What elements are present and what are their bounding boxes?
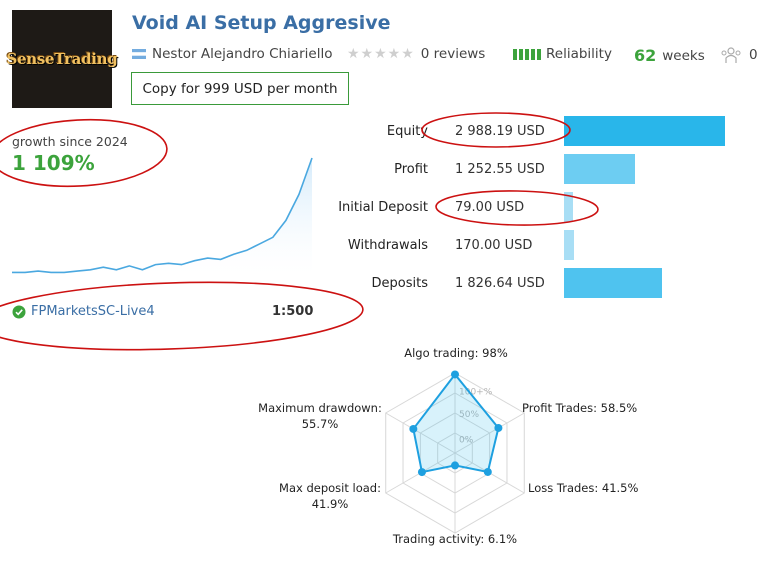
growth-area: [12, 158, 312, 275]
subscribers: 0: [720, 46, 758, 64]
radar-chart: 100+%50%0%: [380, 355, 530, 535]
radar-label-profit-trades: Profit Trades: 58.5%: [522, 401, 647, 415]
broker-info[interactable]: FPMarketsSC-Live4: [12, 304, 155, 319]
logo-text: SenseTrading: [7, 50, 118, 68]
growth-chart[interactable]: [10, 150, 316, 280]
stat-bar[interactable]: [564, 154, 635, 184]
stat-label: Withdrawals: [298, 238, 428, 253]
subscribers-count: 0: [749, 47, 758, 63]
stat-label: Equity: [298, 124, 428, 139]
stat-value: 170.00 USD: [455, 238, 532, 253]
stat-value: 1 252.55 USD: [455, 162, 545, 177]
stat-value: 1 826.64 USD: [455, 276, 545, 291]
stat-value: 2 988.19 USD: [455, 124, 545, 139]
reliability-label: Reliability: [546, 46, 612, 62]
stat-bar[interactable]: [564, 116, 725, 146]
stat-bar[interactable]: [564, 192, 573, 222]
broker-server[interactable]: FPMarketsSC-Live4: [31, 304, 155, 319]
radar-label-max-drawdown-value: 55.7%: [252, 417, 388, 431]
radar-label-max-deposit-load-title: Max deposit load:: [270, 481, 390, 495]
stat-value: 79.00 USD: [455, 200, 524, 215]
rating[interactable]: ★★★★★ 0 reviews: [347, 46, 485, 62]
subscribers-icon: [720, 46, 742, 64]
signal-title[interactable]: Void AI Setup Aggresive: [132, 12, 391, 34]
radar-point: [494, 424, 502, 432]
radar-label-algo-trading: Algo trading: 98%: [386, 346, 526, 360]
copy-signal-button[interactable]: Copy for 999 USD per month: [131, 72, 349, 105]
radar-label-max-drawdown-title: Maximum drawdown:: [252, 401, 388, 415]
stat-label: Profit: [298, 162, 428, 177]
verified-shield-icon: [12, 305, 26, 319]
author-name[interactable]: Nestor Alejandro Chiariello: [152, 46, 332, 62]
reliability: Reliability: [513, 46, 612, 62]
leverage: 1:500: [272, 304, 313, 319]
radar-point: [451, 370, 459, 378]
star-rating-icon: ★★★★★: [347, 46, 415, 62]
weeks-label: weeks: [662, 48, 705, 64]
reviews-count[interactable]: 0 reviews: [421, 46, 486, 62]
radar-label-max-drawdown: Maximum drawdown: 55.7%: [252, 401, 388, 431]
stat-bar[interactable]: [564, 230, 574, 260]
radar-point: [451, 461, 459, 469]
argentina-flag-icon: [132, 49, 146, 59]
reliability-bars-icon: [513, 48, 541, 60]
weeks-value: 62: [634, 46, 656, 65]
radar-label-trading-activity: Trading activity: 6.1%: [385, 532, 525, 546]
stat-label: Deposits: [298, 276, 428, 291]
signal-logo: SenseTrading: [12, 10, 112, 108]
radar-label-max-deposit-load: Max deposit load: 41.9%: [270, 481, 390, 511]
radar-label-loss-trades: Loss Trades: 41.5%: [528, 481, 643, 495]
stat-label: Initial Deposit: [298, 200, 428, 215]
growth-label: growth since 2024: [12, 134, 128, 149]
author-line[interactable]: Nestor Alejandro Chiariello: [132, 46, 332, 62]
weeks: 62 weeks: [634, 46, 705, 65]
copy-signal-label: Copy for 999 USD per month: [142, 81, 337, 97]
radar-point: [418, 468, 426, 476]
radar-label-max-deposit-load-value: 41.9%: [270, 497, 390, 511]
radar-point: [484, 468, 492, 476]
radar-point: [409, 425, 417, 433]
stat-bar[interactable]: [564, 268, 662, 298]
